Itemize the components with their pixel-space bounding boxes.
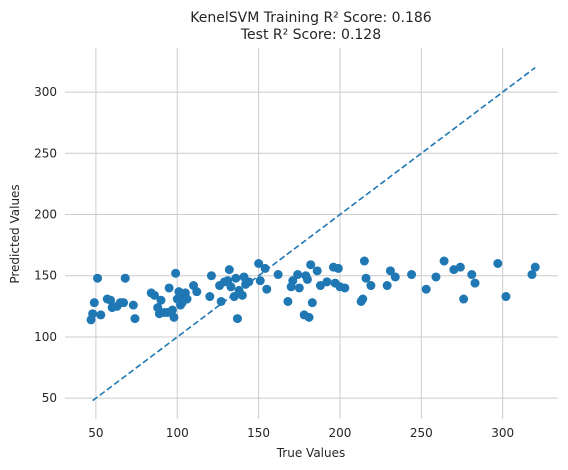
data-point	[288, 276, 298, 286]
data-point	[182, 294, 192, 304]
x-tick-label: 50	[88, 426, 103, 440]
data-point	[254, 258, 264, 268]
data-point	[226, 282, 236, 292]
data-point	[340, 283, 350, 293]
data-point	[382, 281, 392, 291]
data-point	[206, 271, 216, 281]
plot-area	[65, 48, 558, 419]
data-point	[171, 268, 181, 278]
data-point	[93, 273, 103, 283]
data-point	[493, 258, 503, 268]
data-point	[224, 265, 234, 275]
data-point	[306, 260, 316, 270]
data-point	[273, 270, 283, 280]
data-point	[358, 294, 368, 304]
data-point	[294, 283, 304, 293]
chart-title-line-2: Test R² Score: 0.128	[240, 27, 381, 43]
data-point	[312, 266, 322, 276]
data-point	[216, 296, 226, 306]
data-point	[361, 273, 371, 283]
data-point	[385, 266, 395, 276]
grid	[65, 48, 558, 419]
tick-labels: 50 100 150 200 250 300 50 100 150 200 250 300	[34, 85, 514, 440]
data-point	[164, 283, 174, 293]
data-point	[255, 276, 265, 286]
data-point	[229, 292, 239, 302]
data-point	[262, 284, 272, 294]
x-tick-label: 100	[166, 426, 189, 440]
data-points	[86, 256, 540, 325]
data-point	[89, 298, 99, 308]
x-tick-label: 250	[410, 426, 433, 440]
data-point	[467, 270, 477, 280]
data-point	[407, 270, 417, 280]
data-point	[120, 273, 130, 283]
data-point	[128, 300, 138, 310]
data-point	[455, 262, 465, 272]
data-point	[130, 314, 140, 324]
data-point	[530, 262, 540, 272]
data-point	[205, 292, 215, 302]
data-point	[293, 270, 303, 280]
data-point	[169, 312, 179, 322]
data-point	[459, 294, 469, 304]
data-point	[439, 256, 449, 266]
data-point	[149, 290, 159, 300]
data-point	[421, 284, 431, 294]
data-point	[237, 290, 247, 300]
data-point	[302, 274, 312, 284]
x-tick-label: 150	[247, 426, 270, 440]
data-point	[156, 295, 166, 305]
chart-title-line-1: KenelSVM Training R² Score: 0.186	[190, 10, 431, 26]
data-point	[106, 295, 116, 305]
x-tick-label: 300	[491, 426, 514, 440]
y-tick-label: 250	[34, 146, 57, 160]
data-point	[244, 277, 254, 287]
data-point	[96, 310, 106, 320]
y-axis-label: Predicted Values	[8, 184, 22, 283]
data-point	[390, 272, 400, 282]
data-point	[322, 277, 332, 287]
x-axis-label: True Values	[276, 446, 346, 460]
data-point	[527, 270, 537, 280]
data-point	[470, 278, 480, 288]
data-point	[366, 281, 376, 291]
reference-line	[92, 66, 536, 402]
y-tick-label: 50	[42, 391, 57, 405]
data-point	[359, 256, 369, 266]
data-point	[260, 263, 270, 273]
data-point	[431, 272, 441, 282]
y-tick-label: 300	[34, 85, 57, 99]
y-tick-label: 200	[34, 208, 57, 222]
data-point	[192, 287, 202, 297]
data-point	[307, 298, 317, 308]
data-point	[304, 312, 314, 322]
data-point	[283, 296, 293, 306]
data-point	[88, 309, 98, 319]
x-tick-label: 200	[329, 426, 352, 440]
data-point	[167, 305, 177, 315]
data-point	[333, 263, 343, 273]
data-point	[231, 273, 241, 283]
y-tick-label: 100	[34, 330, 57, 344]
data-point	[119, 298, 129, 308]
data-point	[501, 292, 511, 302]
data-point	[232, 314, 242, 324]
y-tick-label: 150	[34, 269, 57, 283]
